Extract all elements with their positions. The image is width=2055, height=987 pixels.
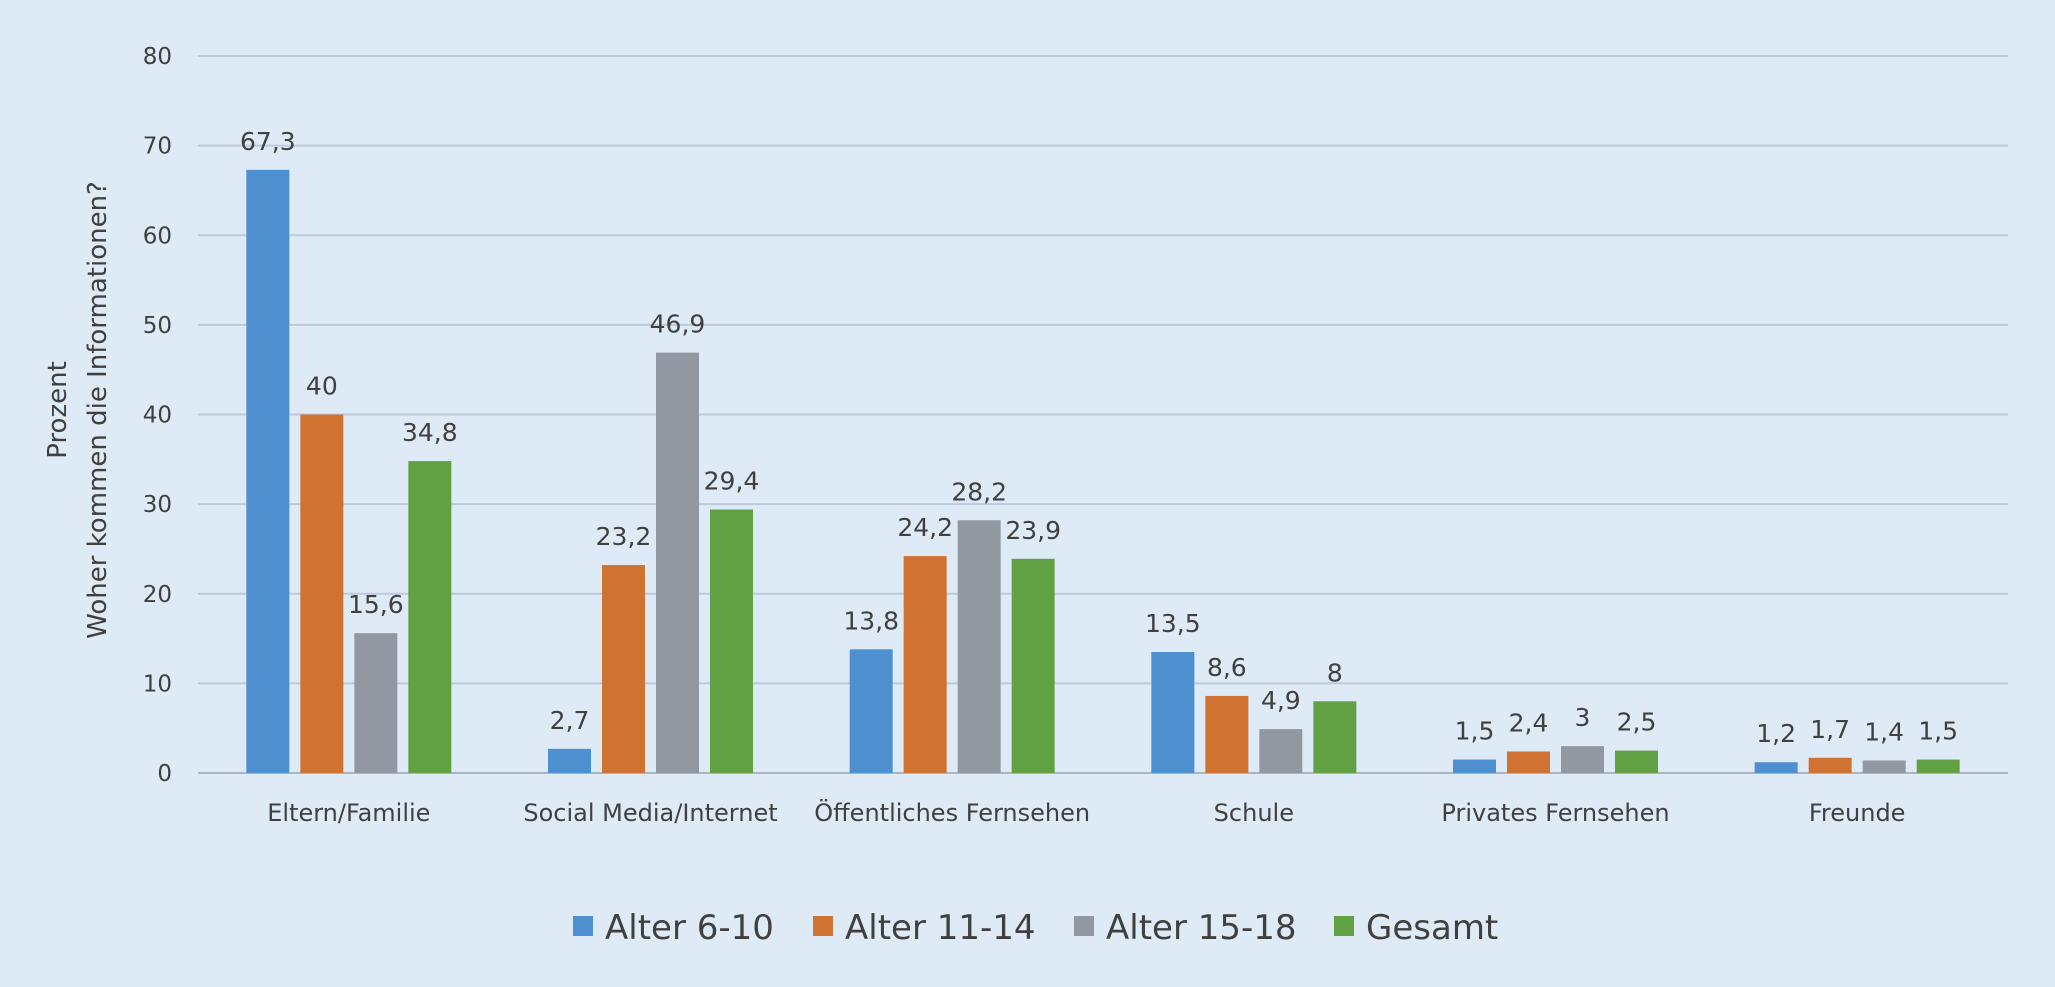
bar xyxy=(300,414,344,773)
bar xyxy=(1561,746,1604,773)
bar xyxy=(849,649,893,773)
y-axis-title-line-1: Prozent xyxy=(43,361,73,459)
bar xyxy=(656,352,699,773)
y-axis-title-line-2: Woher kommen die Informationen? xyxy=(83,181,113,639)
data-label: 2,7 xyxy=(550,706,590,735)
bar xyxy=(1754,762,1798,773)
bar xyxy=(1313,701,1357,773)
bar xyxy=(957,520,1001,773)
data-label: 24,2 xyxy=(897,513,953,542)
data-label: 1,2 xyxy=(1756,719,1796,748)
x-category-label: Freunde xyxy=(1809,799,1906,827)
data-label: 8,6 xyxy=(1207,653,1247,682)
bar xyxy=(1916,759,1960,773)
data-label: 1,7 xyxy=(1810,715,1850,744)
x-category-label: Schule xyxy=(1214,799,1294,827)
data-label: 23,9 xyxy=(1005,516,1061,545)
data-label: 3 xyxy=(1575,703,1591,732)
data-label: 2,5 xyxy=(1617,708,1657,737)
x-category-label: Social Media/Internet xyxy=(523,799,777,827)
data-label: 28,2 xyxy=(951,477,1007,506)
bar xyxy=(1507,751,1550,773)
y-axis-ticks: 0 10 20 30 40 50 60 70 80 xyxy=(143,44,172,787)
data-label: 15,6 xyxy=(348,590,404,619)
data-label: 29,4 xyxy=(704,467,760,496)
bar xyxy=(903,556,947,773)
legend-label: Gesamt xyxy=(1366,908,1498,948)
data-label: 13,5 xyxy=(1145,609,1201,638)
data-label: 4,9 xyxy=(1261,686,1301,715)
data-label: 67,3 xyxy=(240,127,296,156)
bar xyxy=(1011,558,1055,773)
y-tick-label: 70 xyxy=(143,134,172,160)
bar xyxy=(1205,695,1249,773)
bar xyxy=(548,748,591,773)
data-label: 34,8 xyxy=(402,418,458,447)
y-tick-label: 50 xyxy=(143,313,172,339)
bar xyxy=(1453,759,1496,773)
data-label: 46,9 xyxy=(650,310,706,339)
data-label: 2,4 xyxy=(1509,708,1549,737)
legend-label: Alter 6-10 xyxy=(605,908,774,948)
legend: Alter 6-10 Alter 11-14 Alter 15-18 Gesamt xyxy=(573,908,1498,948)
bar xyxy=(1151,652,1195,773)
bar xyxy=(1615,750,1658,773)
bar xyxy=(246,169,290,774)
legend-swatch xyxy=(1074,916,1094,936)
data-label: 23,2 xyxy=(596,522,652,551)
legend-swatch xyxy=(813,916,833,936)
data-label: 1,5 xyxy=(1918,717,1958,746)
legend-swatch xyxy=(1334,916,1354,936)
y-tick-label: 20 xyxy=(143,582,172,608)
gridlines xyxy=(198,55,2008,774)
x-category-label: Eltern/Familie xyxy=(267,799,430,827)
bar xyxy=(1808,757,1852,773)
y-tick-label: 80 xyxy=(143,44,172,70)
data-label: 1,5 xyxy=(1455,717,1495,746)
bar xyxy=(1862,760,1906,773)
bars xyxy=(246,169,1960,774)
y-tick-label: 40 xyxy=(143,403,172,429)
data-label: 40 xyxy=(306,372,338,401)
x-category-label: Privates Fernsehen xyxy=(1441,799,1669,827)
bar xyxy=(1259,729,1303,773)
bar xyxy=(710,509,753,773)
legend-label: Alter 15-18 xyxy=(1106,908,1297,948)
legend-swatch xyxy=(573,916,593,936)
y-tick-label: 10 xyxy=(143,671,172,697)
bar xyxy=(408,461,452,773)
bar xyxy=(602,565,645,773)
y-tick-label: 0 xyxy=(157,761,172,787)
y-tick-label: 30 xyxy=(143,492,172,518)
data-labels: 67,3 40 15,6 34,8 2,7 23,2 46,9 29,4 13,8 24,2 28,… xyxy=(240,127,1958,748)
data-label: 1,4 xyxy=(1864,717,1904,746)
x-category-label: Öffentliches Fernsehen xyxy=(814,798,1090,827)
legend-label: Alter 11-14 xyxy=(845,908,1036,948)
x-axis-categories: Eltern/Familie Social Media/Internet Öffen… xyxy=(267,798,1905,827)
data-label: 8 xyxy=(1327,658,1343,687)
bar xyxy=(354,633,398,773)
data-label: 13,8 xyxy=(843,606,899,635)
y-tick-label: 60 xyxy=(143,223,172,249)
